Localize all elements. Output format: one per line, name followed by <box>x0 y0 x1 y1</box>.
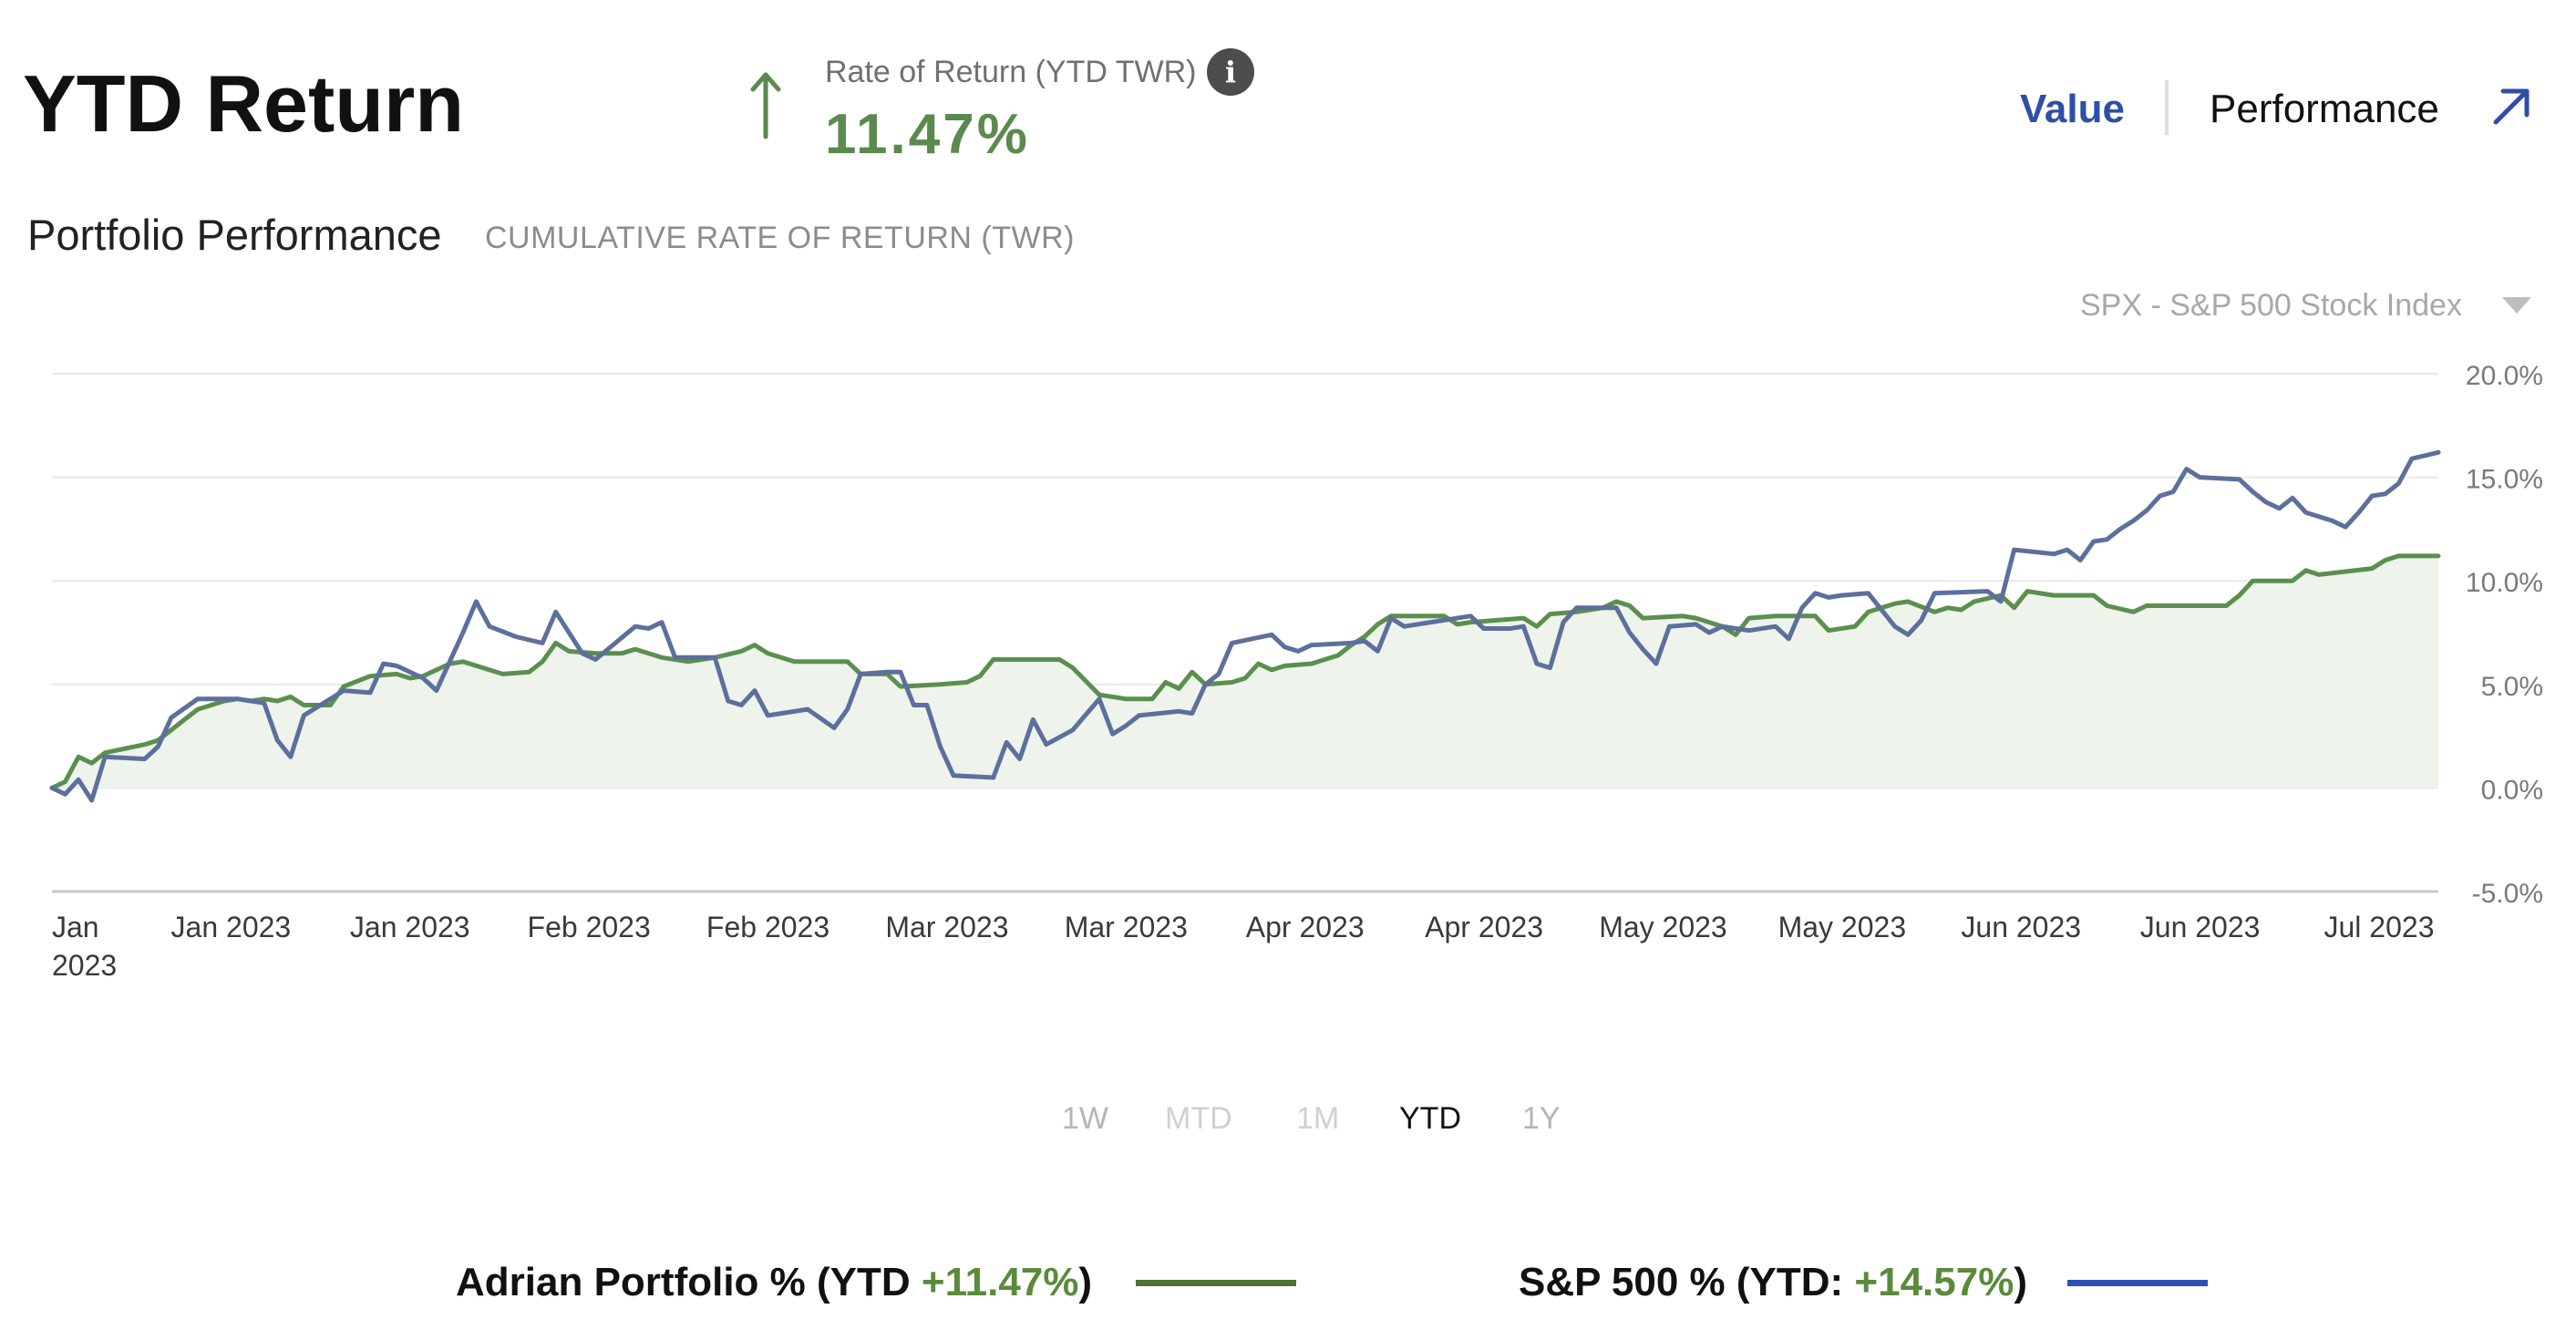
x-tick-label: Feb 2023 <box>528 911 651 943</box>
y-tick-label: -5.0% <box>2472 879 2543 909</box>
range-1m-button[interactable]: 1M <box>1296 1101 1340 1136</box>
y-tick-label: 10.0% <box>2466 568 2543 598</box>
legend-portfolio-text: Adrian Portfolio % (YTD <box>456 1260 922 1304</box>
section-subtitle: CUMULATIVE RATE OF RETURN (TWR) <box>485 221 1075 255</box>
x-tick-label: Mar 2023 <box>1065 911 1188 943</box>
legend-benchmark-close: ) <box>2014 1260 2028 1304</box>
x-tick-label: Jan 2023 <box>171 911 292 943</box>
y-tick-label: 15.0% <box>2466 465 2543 495</box>
toggle-divider <box>2165 80 2169 135</box>
x-tick-label: Jan 2023 <box>350 911 470 943</box>
y-axis-ticks: -5.0% 0.0% 5.0% 10.0% 15.0% 20.0% <box>2466 361 2543 909</box>
rate-of-return-value: 11.47% <box>825 103 1030 166</box>
x-tick-label: Mar 2023 <box>885 911 1008 943</box>
y-tick-label: 20.0% <box>2466 361 2543 391</box>
portfolio-area-fill <box>52 555 2438 789</box>
range-1y-button[interactable]: 1Y <box>1522 1101 1561 1136</box>
benchmark-dropdown[interactable]: SPX - S&P 500 Stock Index <box>2080 288 2462 323</box>
x-tick-label: Jun 2023 <box>1961 911 2081 943</box>
x-tick-label: Jul 2023 <box>2324 911 2435 943</box>
x-tick-label: Jun 2023 <box>2140 911 2261 943</box>
rate-of-return-label: Rate of Return (YTD TWR) <box>825 55 1197 89</box>
legend-portfolio: Adrian Portfolio % (YTD +11.47%) <box>456 1260 1092 1305</box>
portfolio-line <box>49 553 2441 790</box>
x-tick-label: Apr 2023 <box>1246 911 1365 943</box>
page-title: YTD Return <box>23 58 464 149</box>
performance-toggle-button[interactable]: Performance <box>2210 87 2439 131</box>
legend-benchmark-text: S&P 500 % (YTD: <box>1519 1260 1855 1304</box>
x-tick-label: May 2023 <box>1778 911 1907 943</box>
section-title: Portfolio Performance <box>27 211 442 259</box>
chart-series <box>49 449 2441 803</box>
range-mtd-button[interactable]: MTD <box>1165 1101 1232 1136</box>
legend-benchmark-swatch <box>2067 1280 2208 1286</box>
legend-portfolio-pct: +11.47% <box>921 1260 1079 1304</box>
x-tick-label: May 2023 <box>1599 911 1727 943</box>
expand-arrow-icon[interactable] <box>2488 84 2534 134</box>
performance-chart: -5.0% 0.0% 5.0% 10.0% 15.0% 20.0% Jan 2023 Jan … <box>49 361 2543 982</box>
x-tick-label: 2023 <box>52 949 117 982</box>
x-tick-label: Feb 2023 <box>706 911 829 943</box>
x-tick-label: Apr 2023 <box>1425 911 1543 943</box>
up-arrow-icon <box>747 69 784 147</box>
x-axis-ticks: Jan 2023 Jan 2023 Jan 2023 Feb 2023 Feb 2023 M… <box>52 911 2434 982</box>
legend-benchmark-pct: +14.57% <box>1854 1260 2014 1304</box>
value-toggle-button[interactable]: Value <box>2020 87 2125 131</box>
chart-area <box>52 555 2438 789</box>
range-ytd-button[interactable]: YTD <box>1399 1101 1461 1136</box>
legend-portfolio-swatch <box>1136 1280 1296 1286</box>
benchmark-line <box>49 449 2441 803</box>
legend-benchmark: S&P 500 % (YTD: +14.57%) <box>1519 1260 2027 1305</box>
y-tick-label: 5.0% <box>2481 672 2543 702</box>
info-icon[interactable]: i <box>1207 48 1254 96</box>
range-1w-button[interactable]: 1W <box>1062 1101 1108 1136</box>
y-tick-label: 0.0% <box>2481 775 2543 805</box>
chevron-down-icon[interactable] <box>2502 297 2531 314</box>
legend-portfolio-close: ) <box>1078 1260 1093 1304</box>
x-tick-label: Jan <box>52 911 99 943</box>
